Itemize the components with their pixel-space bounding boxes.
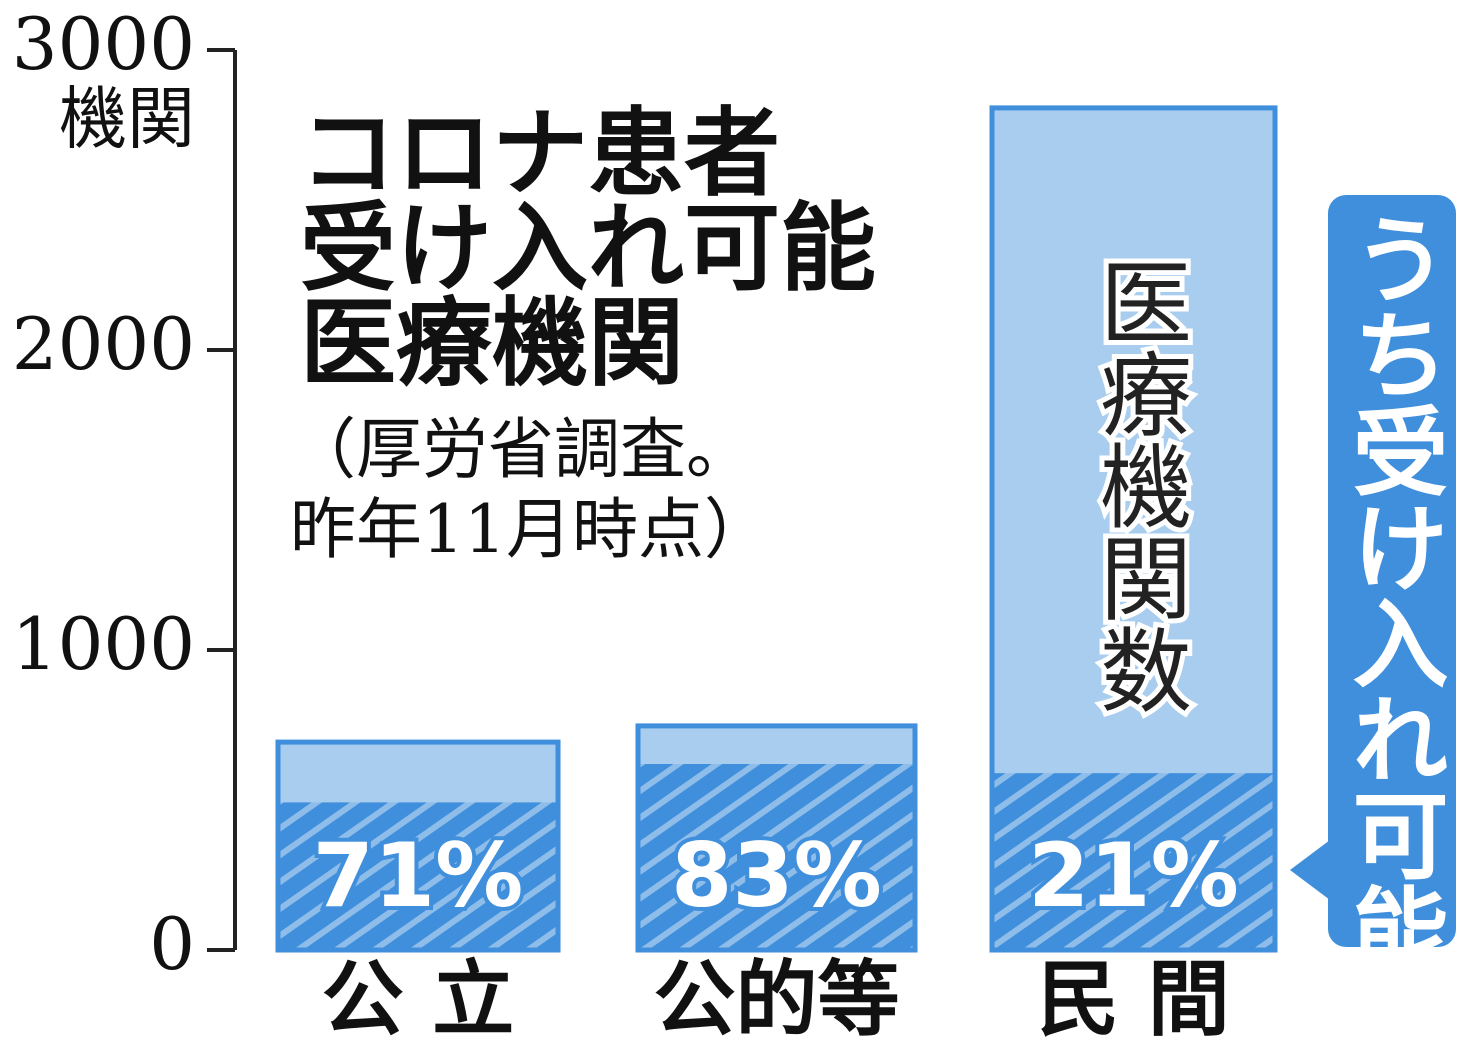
legend-entry: 医療機関数	[1085, 255, 1192, 715]
callout	[1328, 195, 1456, 947]
y-tick-label: 3000	[12, 2, 195, 86]
x-tick-label: 公的等	[653, 952, 899, 1046]
bar-segment	[640, 763, 913, 948]
bar-segment	[994, 773, 1273, 948]
title-line: コロナ患者	[300, 97, 780, 209]
note-line: （厚労省調査。	[290, 411, 752, 488]
y-tick-label: 0	[149, 902, 195, 986]
note-line: 昨年11月時点）	[290, 491, 770, 568]
title-line: 受け入れ可能	[300, 192, 876, 304]
title-line: 医療機関	[300, 287, 684, 399]
x-tick-label: 民 間	[1037, 952, 1230, 1046]
bar-segment	[280, 802, 556, 948]
y-tick-label: 2000	[12, 302, 195, 386]
value-label: 83%	[671, 824, 882, 927]
y-unit: 機関	[59, 81, 195, 160]
y-tick-label: 1000	[12, 602, 195, 686]
value-label: 21%	[1028, 824, 1239, 927]
value-label: 71%	[313, 824, 524, 927]
x-tick-label: 公 立	[322, 952, 515, 1046]
legend-entry: うち受け入れ可能	[1336, 210, 1448, 978]
callout-pointer	[1290, 840, 1330, 900]
